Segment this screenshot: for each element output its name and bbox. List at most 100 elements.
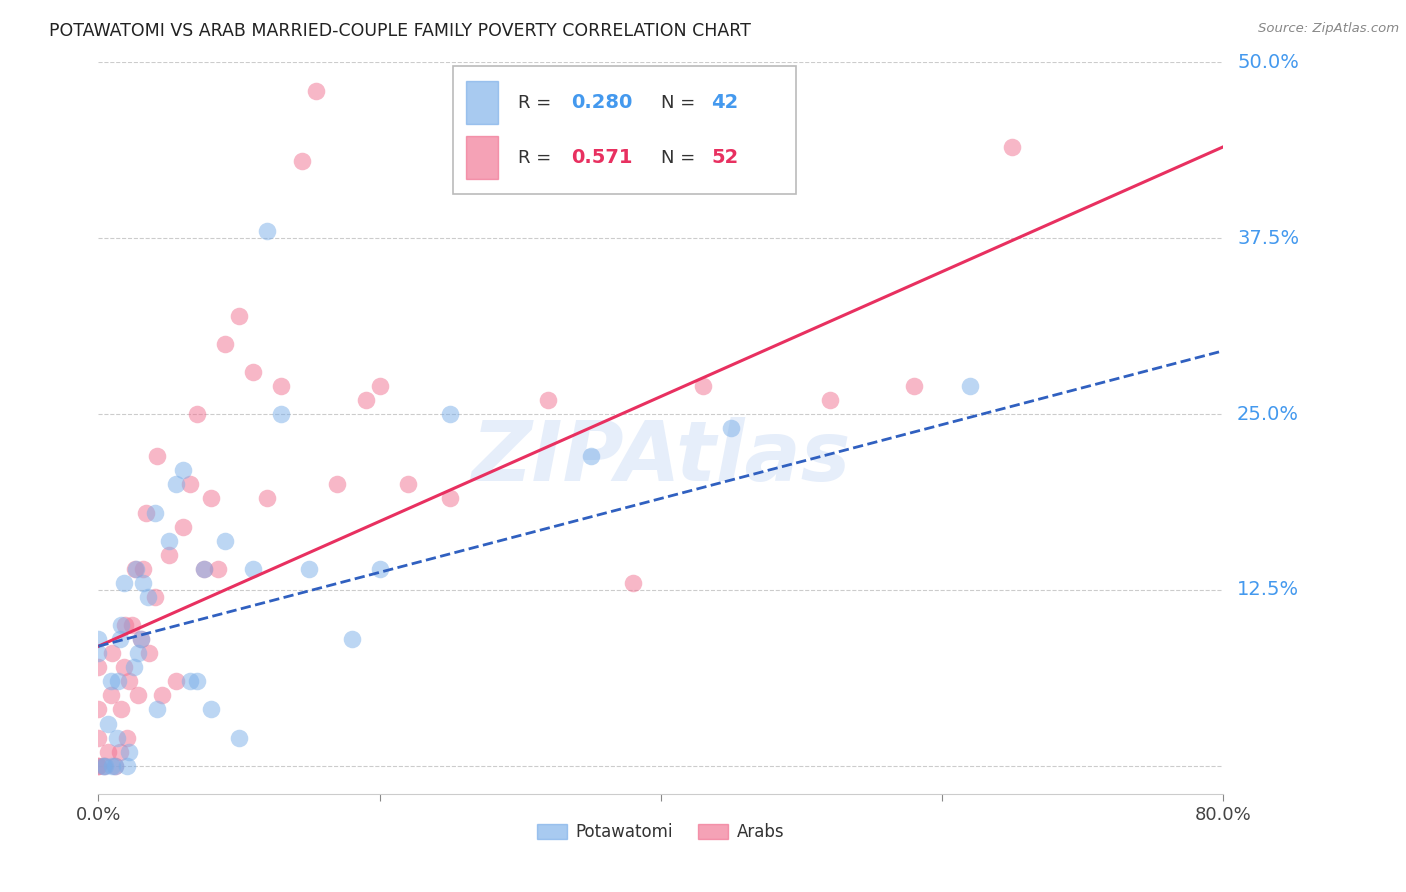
Point <box>127 646 149 660</box>
Point <box>959 379 981 393</box>
Point <box>101 758 124 772</box>
Bar <box>467 81 498 124</box>
FancyBboxPatch shape <box>453 66 796 194</box>
Point <box>112 660 135 674</box>
Text: 0.571: 0.571 <box>571 148 633 167</box>
Point <box>256 491 278 506</box>
Text: POTAWATOMI VS ARAB MARRIED-COUPLE FAMILY POVERTY CORRELATION CHART: POTAWATOMI VS ARAB MARRIED-COUPLE FAMILY… <box>49 22 751 40</box>
Point <box>108 632 131 647</box>
Point <box>214 336 236 351</box>
Point <box>115 758 138 772</box>
Legend: Potawatomi, Arabs: Potawatomi, Arabs <box>530 816 792 847</box>
Point <box>87 632 110 647</box>
Text: N =: N = <box>661 94 700 112</box>
Point <box>903 379 925 393</box>
Text: 0.280: 0.280 <box>571 93 633 112</box>
Text: ZIPAtlas: ZIPAtlas <box>471 417 851 498</box>
Point <box>228 309 250 323</box>
Point <box>256 224 278 238</box>
Text: N =: N = <box>661 149 700 167</box>
Text: 42: 42 <box>711 93 738 112</box>
Point <box>125 562 148 576</box>
Point <box>114 618 136 632</box>
Text: 50.0%: 50.0% <box>1237 53 1299 72</box>
Point <box>129 632 152 647</box>
Text: 12.5%: 12.5% <box>1237 581 1299 599</box>
Point <box>200 702 222 716</box>
Point <box>107 674 129 689</box>
Point <box>135 506 157 520</box>
Point <box>104 758 127 772</box>
Point <box>298 562 321 576</box>
Point <box>121 618 143 632</box>
Point <box>621 575 644 590</box>
Point <box>87 646 110 660</box>
Point <box>165 477 187 491</box>
Point <box>138 646 160 660</box>
Point <box>818 392 841 407</box>
Point <box>93 758 115 772</box>
Point <box>112 575 135 590</box>
Point <box>122 660 145 674</box>
Text: 25.0%: 25.0% <box>1237 405 1299 424</box>
Point <box>143 590 166 604</box>
Point <box>537 392 560 407</box>
Point <box>1001 140 1024 154</box>
Point <box>97 745 120 759</box>
Point <box>228 731 250 745</box>
Point <box>157 533 180 548</box>
Point <box>110 618 132 632</box>
Point <box>172 519 194 533</box>
Point <box>132 562 155 576</box>
Point <box>179 477 201 491</box>
Point <box>132 575 155 590</box>
Point <box>340 632 363 647</box>
Point <box>692 379 714 393</box>
Point <box>579 450 602 464</box>
Point <box>101 646 124 660</box>
Point <box>326 477 349 491</box>
Point <box>157 548 180 562</box>
Point <box>165 674 187 689</box>
Point <box>270 379 292 393</box>
Point <box>100 674 122 689</box>
Point <box>127 689 149 703</box>
Text: 52: 52 <box>711 148 738 167</box>
Point <box>200 491 222 506</box>
Point <box>105 731 128 745</box>
Point <box>305 84 328 98</box>
Text: Source: ZipAtlas.com: Source: ZipAtlas.com <box>1258 22 1399 36</box>
Point <box>124 562 146 576</box>
Point <box>354 392 377 407</box>
Point <box>207 562 229 576</box>
Point <box>186 674 208 689</box>
Point <box>97 716 120 731</box>
Point <box>396 477 419 491</box>
Point <box>100 689 122 703</box>
Point <box>108 745 131 759</box>
Point <box>193 562 215 576</box>
Point <box>91 758 114 772</box>
Point <box>87 758 110 772</box>
Point <box>110 702 132 716</box>
Point <box>94 758 117 772</box>
Point <box>87 702 110 716</box>
Point <box>118 745 141 759</box>
Point <box>129 632 152 647</box>
Point <box>136 590 159 604</box>
Point <box>186 407 208 421</box>
Point <box>214 533 236 548</box>
Point <box>242 562 264 576</box>
Point <box>143 506 166 520</box>
Point <box>193 562 215 576</box>
Text: R =: R = <box>517 94 557 112</box>
Point <box>439 407 461 421</box>
Point <box>179 674 201 689</box>
Point <box>368 379 391 393</box>
Point <box>720 421 742 435</box>
Point <box>118 674 141 689</box>
Point <box>87 731 110 745</box>
Point <box>87 758 110 772</box>
Point <box>439 491 461 506</box>
Point <box>368 562 391 576</box>
